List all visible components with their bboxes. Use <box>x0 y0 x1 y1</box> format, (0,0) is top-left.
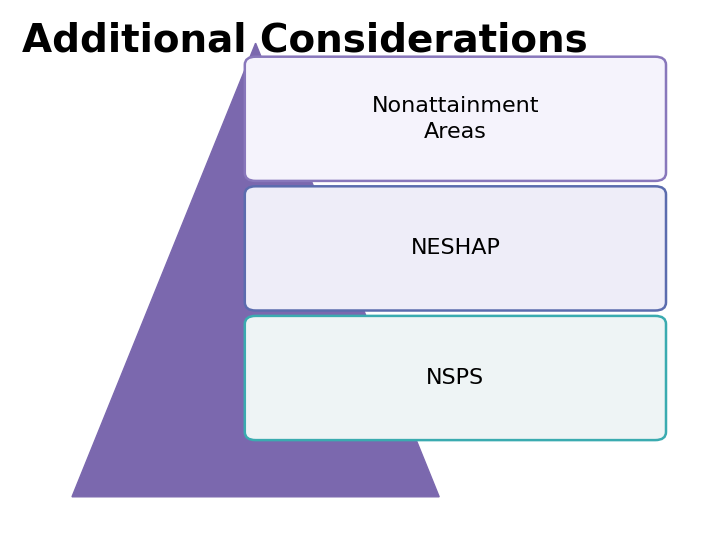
FancyBboxPatch shape <box>245 316 666 440</box>
Text: Nonattainment
Areas: Nonattainment Areas <box>372 96 539 142</box>
Text: NSPS: NSPS <box>426 368 485 388</box>
FancyBboxPatch shape <box>245 186 666 310</box>
Text: NESHAP: NESHAP <box>410 238 500 259</box>
Polygon shape <box>72 43 439 497</box>
FancyBboxPatch shape <box>245 57 666 181</box>
Text: Additional Considerations: Additional Considerations <box>22 22 588 59</box>
